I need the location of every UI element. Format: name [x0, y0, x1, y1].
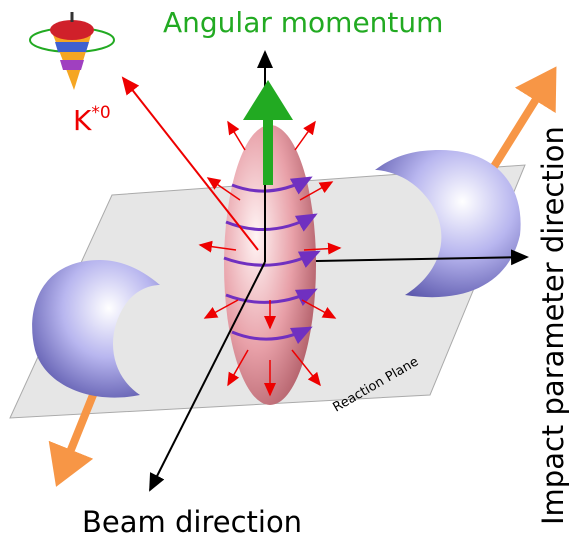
nucleus-fragment	[32, 260, 160, 398]
angular-momentum-label: Angular momentum	[163, 6, 443, 39]
particle-label: K*0	[73, 103, 111, 137]
beam-label: Beam direction	[82, 505, 302, 539]
particle-superscript: *0	[91, 103, 110, 123]
impact-parameter-label: Impact parameter direction	[536, 126, 570, 525]
particle-arrow	[121, 76, 259, 251]
particle-symbol: K	[73, 104, 92, 137]
orange-arrow	[48, 388, 99, 487]
emission-arrows	[198, 120, 342, 397]
nucleus-fragment	[375, 150, 521, 298]
axis	[149, 261, 266, 492]
spinning-top	[29, 12, 115, 90]
